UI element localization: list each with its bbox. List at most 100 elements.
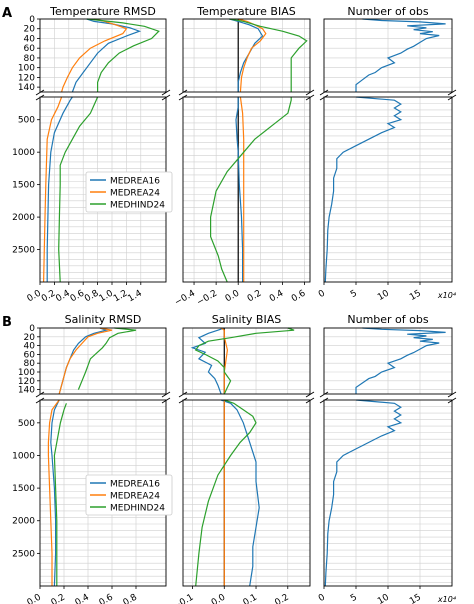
chart-title: Number of obs [347, 313, 428, 326]
series-group [324, 18, 446, 283]
panel-label-b: B [2, 315, 12, 330]
grid [183, 18, 310, 282]
axis-break-mark [305, 397, 315, 404]
series-line-medhind24-lower [195, 399, 257, 587]
y-tick-label: 500 [18, 419, 35, 429]
x-tick-label: 1.4 [126, 288, 144, 304]
axis-break-mark [305, 89, 315, 96]
y-tick-label: 80 [24, 359, 36, 369]
series-line-medhind24-lower [58, 96, 99, 283]
y-tick-label: 1500 [12, 484, 35, 494]
axes-frame-upper [182, 18, 311, 93]
y-tick-label: 20 [24, 25, 36, 35]
axis-break-mark [319, 391, 329, 398]
chart-5: Number of obs 0 5 10 15 x10⁴ [317, 313, 457, 604]
chart-1: Temperature BIAS −0.4−0.2 0.0 0.2 0.4 0.6 [173, 5, 315, 309]
legend-box [85, 474, 173, 516]
series-line-medrea16-lower [324, 96, 403, 283]
series-line-medrea24-lower [43, 96, 63, 283]
axis-break-mark [305, 391, 315, 398]
series-line-medrea16-lower [324, 399, 403, 587]
axis-break-mark [178, 89, 188, 96]
axis-break-gap [39, 394, 167, 400]
series-group [324, 327, 446, 587]
legend-label-medrea24: MEDREA24 [110, 492, 160, 502]
series-line-medhind24-upper [194, 327, 295, 395]
y-tick-label: 40 [24, 34, 36, 44]
axis-break-mark [319, 89, 329, 96]
series-group [43, 18, 160, 283]
series-line-medrea16-upper [58, 327, 109, 395]
grid [183, 327, 310, 586]
axis-break-mark [447, 397, 457, 404]
axis-break-mark [35, 94, 45, 101]
series-line-medrea24-upper [61, 18, 128, 93]
panel-label-a: A [2, 6, 12, 21]
grid [323, 327, 452, 586]
series-line-medrea16-lower [220, 399, 260, 587]
series-group [210, 18, 308, 283]
axis-break-mark [447, 391, 457, 398]
y-tick-label: 80 [24, 54, 36, 64]
x-tick-label: 0.2 [273, 593, 290, 604]
x-tick-label: 0.0 [224, 288, 242, 304]
legend-label-medrea16: MEDREA16 [110, 480, 160, 490]
y-tick-label: 140 [18, 83, 35, 93]
axis-break-mark [178, 94, 188, 101]
axis-break-mark [35, 89, 45, 96]
legend-label-medrea16: MEDREA16 [110, 177, 160, 187]
axis-break-gap [323, 92, 453, 97]
x-tick-label: 0.6 [98, 592, 116, 604]
series-line-medrea16-upper [190, 327, 225, 395]
series-line-medhind24-upper [77, 327, 137, 390]
axis-break-mark [161, 89, 171, 96]
series-line-medrea16-upper [229, 18, 264, 92]
y-tick-label: 2000 [12, 213, 35, 223]
axis-break-mark [161, 391, 171, 398]
axis-break-mark [178, 397, 188, 404]
series-line-medrea24-upper [238, 18, 267, 93]
chart-title: Salinity BIAS [212, 313, 281, 326]
chart-title: Number of obs [347, 5, 428, 18]
grid [39, 327, 166, 586]
y-tick-label: 120 [18, 73, 35, 83]
axis-break-mark [161, 397, 171, 404]
x-tick-label: 15 [408, 593, 423, 604]
axis-break-mark [35, 397, 45, 404]
series-line-medhind24-lower [53, 403, 67, 586]
axes-frame-upper [39, 18, 167, 93]
x-tick-label: 0 [317, 288, 327, 300]
axes-frame-upper [182, 327, 311, 395]
legend-label-medhind24: MEDHIND24 [110, 201, 165, 211]
y-tick-label: 2500 [12, 549, 35, 559]
x-tick-label: 0.1 [242, 593, 259, 604]
x-tick-label: 10 [376, 592, 391, 604]
series-line-medrea16-lower [46, 96, 73, 282]
y-tick-label: 1500 [12, 181, 35, 191]
x-tick-label: 0.2 [246, 289, 263, 305]
x-tick-label: −0.2 [195, 289, 219, 309]
series-line-medrea24-lower [239, 96, 245, 282]
chart-4: Salinity BIAS −0.1 0.0 0.1 0.2 [172, 313, 315, 604]
axis-break-mark [305, 94, 315, 101]
x-tick-label: −0.4 [173, 288, 197, 308]
series-group [190, 327, 295, 587]
legend-label-medhind24: MEDHIND24 [110, 504, 165, 514]
x-tick-label: 0.4 [74, 592, 92, 604]
y-tick-label: 0 [29, 324, 35, 334]
axes-frame-upper [323, 327, 453, 395]
axis-break-gap [182, 92, 311, 97]
x-tick-label: 5 [349, 593, 359, 604]
x-tick-label: 0.0 [26, 592, 44, 604]
chart-title: Temperature RMSD [49, 5, 156, 18]
y-tick-label: 40 [24, 342, 36, 352]
x-tick-label: 0.8 [122, 592, 140, 604]
series-line-medrea16-lower [235, 97, 244, 282]
axis-break-mark [319, 397, 329, 404]
axis-break-gap [182, 394, 311, 400]
x-tick-label: −0.1 [172, 593, 196, 604]
y-tick-label: 0 [29, 15, 35, 25]
series-line-medhind24-lower [210, 97, 292, 283]
y-tick-label: 100 [18, 64, 35, 74]
